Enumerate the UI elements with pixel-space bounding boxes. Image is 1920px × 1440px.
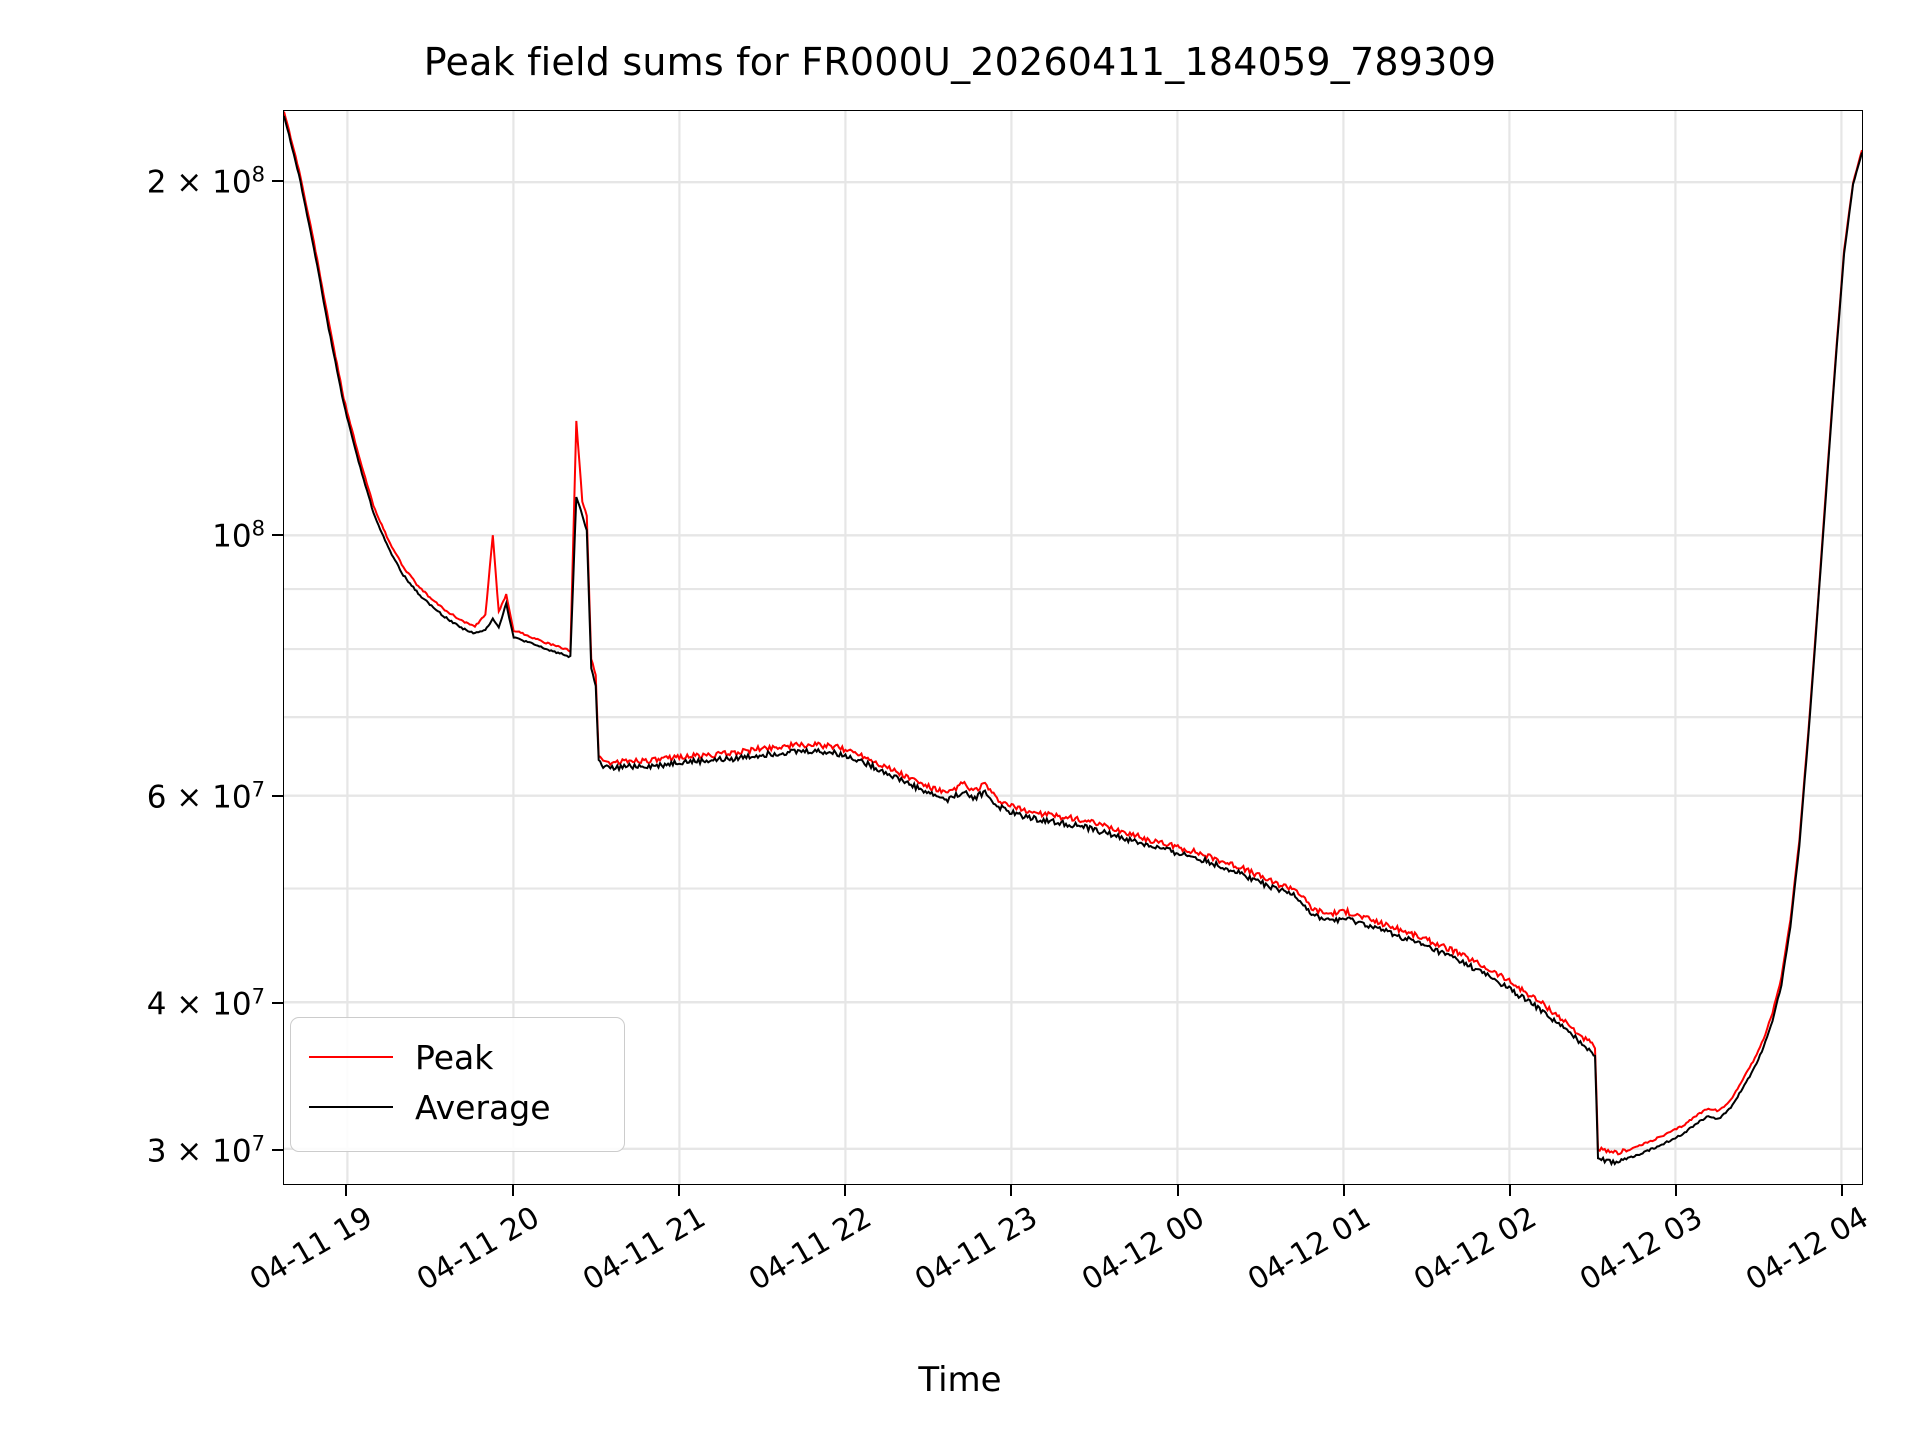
y-tick-mark xyxy=(272,794,283,797)
series-line-peak xyxy=(284,112,1862,1155)
y-tick-mark xyxy=(272,1148,283,1151)
x-tick-mark xyxy=(1675,1185,1678,1196)
x-tick-label: 04-11 20 xyxy=(410,1200,546,1298)
y-tick-label: 2 × 108 xyxy=(146,161,265,202)
legend[interactable]: Peak Average xyxy=(290,1017,625,1152)
x-tick-mark xyxy=(345,1185,348,1196)
y-tick-mark xyxy=(272,180,283,183)
x-tick-label: 04-11 21 xyxy=(577,1200,712,1298)
x-tick-label: 04-12 03 xyxy=(1574,1200,1709,1298)
x-tick-label: 04-12 01 xyxy=(1241,1200,1377,1298)
legend-label-average: Average xyxy=(415,1087,551,1127)
y-tick-label-group: 3 × 107 4 × 107 6 × 107 108 2 × 108 xyxy=(0,0,283,1440)
y-tick-label: 6 × 107 xyxy=(146,776,265,816)
x-tick-mark xyxy=(1342,1185,1345,1196)
x-tick-mark xyxy=(1010,1185,1013,1196)
x-tick-label: 04-11 23 xyxy=(909,1200,1044,1298)
legend-item-peak[interactable]: Peak xyxy=(309,1032,606,1082)
x-tick-mark xyxy=(511,1185,514,1196)
x-tick-mark xyxy=(844,1185,847,1196)
legend-swatch-peak xyxy=(309,1056,393,1058)
plot-area xyxy=(283,110,1863,1185)
x-tick-mark xyxy=(1176,1185,1179,1196)
legend-swatch-average xyxy=(309,1106,393,1108)
y-tick-label: 3 × 107 xyxy=(146,1130,265,1170)
y-tick-mark xyxy=(272,1001,283,1004)
x-tick-mark xyxy=(1841,1185,1844,1196)
page-title: Peak field sums for FR000U_20260411_1840… xyxy=(423,40,1497,84)
x-tick-label: 04-12 00 xyxy=(1075,1200,1211,1298)
x-tick-label: 04-12 04 xyxy=(1740,1200,1875,1298)
series-line-average xyxy=(284,116,1862,1164)
y-tick-label: 4 × 107 xyxy=(146,983,265,1023)
x-tick-label: 04-11 22 xyxy=(743,1200,878,1298)
gridlines xyxy=(284,111,1862,1184)
legend-item-average[interactable]: Average xyxy=(309,1082,606,1132)
y-tick-mark xyxy=(272,534,283,537)
x-tick-mark xyxy=(1508,1185,1511,1196)
x-tick-mark xyxy=(677,1185,680,1196)
legend-label-peak: Peak xyxy=(415,1037,494,1077)
x-axis-label: Time xyxy=(918,1360,1002,1400)
y-tick-label: 108 xyxy=(212,515,265,555)
x-tick-label: 04-12 02 xyxy=(1408,1200,1543,1298)
data-series-layer xyxy=(284,111,1862,1184)
